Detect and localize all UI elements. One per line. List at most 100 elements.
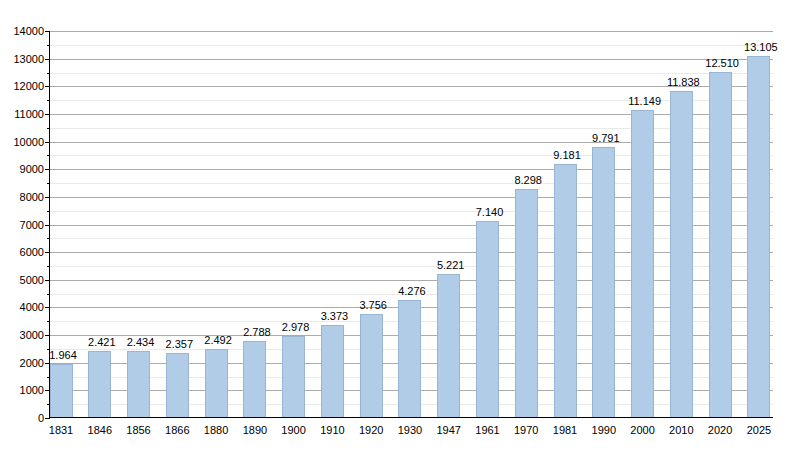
y-tick-label: 4000 [0, 301, 44, 313]
y-tick-major [45, 363, 50, 364]
y-tick-label: 3000 [0, 329, 44, 341]
bar-1981 [554, 164, 577, 418]
bar-1880 [205, 349, 228, 418]
plot-area: 1.964 2.421 2.434 2.357 2.492 2.788 2.978 3.373… [50, 31, 773, 418]
gridline-major [50, 31, 773, 32]
bar-2000 [631, 110, 654, 418]
bar-2010 [670, 91, 693, 418]
y-tick-major [45, 59, 50, 60]
x-tick-label-1910: 1910 [320, 424, 344, 437]
gridline-minor [50, 183, 773, 184]
x-tick-label-1831: 1831 [49, 424, 73, 437]
y-tick-major [45, 280, 50, 281]
gridline-major [50, 225, 773, 226]
y-tick-label: 11000 [0, 108, 44, 120]
bar-value-label: 2.978 [282, 321, 310, 334]
y-tick-minor [47, 183, 50, 184]
bar-1831 [50, 364, 73, 418]
gridline-minor [50, 266, 773, 267]
y-tick-minor [47, 155, 50, 156]
y-tick-minor [47, 294, 50, 295]
bar-value-label: 4.276 [398, 285, 426, 298]
x-tick-label-1890: 1890 [243, 424, 267, 437]
y-tick-major [45, 225, 50, 226]
bar-value-label: 2.788 [243, 326, 271, 339]
x-tick-label-1930: 1930 [398, 424, 422, 437]
x-tick-label-2010: 2010 [669, 424, 693, 437]
gridline-minor [50, 100, 773, 101]
y-tick-label: 2000 [0, 357, 44, 369]
bar-value-label: 3.373 [321, 310, 349, 323]
bar-value-label: 2.492 [204, 334, 232, 347]
y-tick-major [45, 114, 50, 115]
gridline-minor [50, 73, 773, 74]
y-tick-major [45, 335, 50, 336]
bar-1900 [282, 336, 305, 418]
x-tick-label-1846: 1846 [88, 424, 112, 437]
y-tick-minor [47, 211, 50, 212]
y-tick-label: 0 [0, 412, 44, 424]
y-tick-minor [47, 238, 50, 239]
gridline-minor [50, 238, 773, 239]
y-tick-major [45, 390, 50, 391]
x-tick-label-1900: 1900 [281, 424, 305, 437]
y-tick-label: 5000 [0, 274, 44, 286]
bar-1846 [88, 351, 111, 418]
bar-value-label: 1.964 [49, 349, 77, 362]
bar-2025 [747, 56, 770, 418]
y-tick-minor [47, 266, 50, 267]
y-tick-minor [47, 73, 50, 74]
bar-value-label: 9.181 [553, 149, 581, 162]
y-tick-minor [47, 404, 50, 405]
gridline-minor [50, 45, 773, 46]
x-tick-label-1981: 1981 [553, 424, 577, 437]
x-tick-label-1990: 1990 [592, 424, 616, 437]
gridline-minor [50, 128, 773, 129]
bar-1930 [398, 300, 421, 418]
bar-value-label: 2.421 [88, 336, 116, 349]
x-tick-label-1920: 1920 [359, 424, 383, 437]
gridline-major [50, 169, 773, 170]
bar-value-label: 5.221 [437, 259, 465, 272]
x-tick-label-1866: 1866 [165, 424, 189, 437]
gridline-major [50, 86, 773, 87]
bar-value-label: 11.838 [667, 76, 700, 89]
y-tick-major [45, 169, 50, 170]
x-tick-label-2025: 2025 [747, 424, 771, 437]
y-tick-label: 13000 [0, 53, 44, 65]
bar-1910 [321, 325, 344, 418]
bar-1920 [360, 314, 383, 418]
bar-1866 [166, 353, 189, 418]
y-tick-label: 1000 [0, 384, 44, 396]
bar-2020 [709, 72, 732, 418]
bar-value-label: 2.357 [166, 338, 194, 351]
y-tick-major [45, 142, 50, 143]
y-tick-minor [47, 128, 50, 129]
gridline-major [50, 280, 773, 281]
gridline-major [50, 59, 773, 60]
y-tick-minor [47, 100, 50, 101]
bar-1947 [437, 274, 460, 418]
x-tick-label-1880: 1880 [204, 424, 228, 437]
gridline-major [50, 114, 773, 115]
bar-1856 [127, 351, 150, 418]
y-tick-label: 12000 [0, 80, 44, 92]
y-tick-label: 9000 [0, 163, 44, 175]
x-tick-label-2000: 2000 [630, 424, 654, 437]
bar-value-label: 9.791 [592, 132, 620, 145]
bar-value-label: 8.298 [514, 174, 542, 187]
y-tick-label: 6000 [0, 246, 44, 258]
bar-value-label: 7.140 [476, 206, 504, 219]
population-bar-chart: 1.964 2.421 2.434 2.357 2.492 2.788 2.978 3.373… [0, 0, 800, 450]
y-tick-label: 8000 [0, 191, 44, 203]
bar-1970 [515, 189, 538, 418]
y-tick-minor [47, 377, 50, 378]
y-tick-major [45, 86, 50, 87]
x-tick-label-1856: 1856 [126, 424, 150, 437]
y-tick-label: 14000 [0, 25, 44, 37]
x-tick-label-1947: 1947 [436, 424, 460, 437]
bar-value-label: 13.105 [744, 41, 778, 54]
bar-value-label: 2.434 [127, 336, 155, 349]
gridline-major [50, 142, 773, 143]
y-tick-major [45, 197, 50, 198]
